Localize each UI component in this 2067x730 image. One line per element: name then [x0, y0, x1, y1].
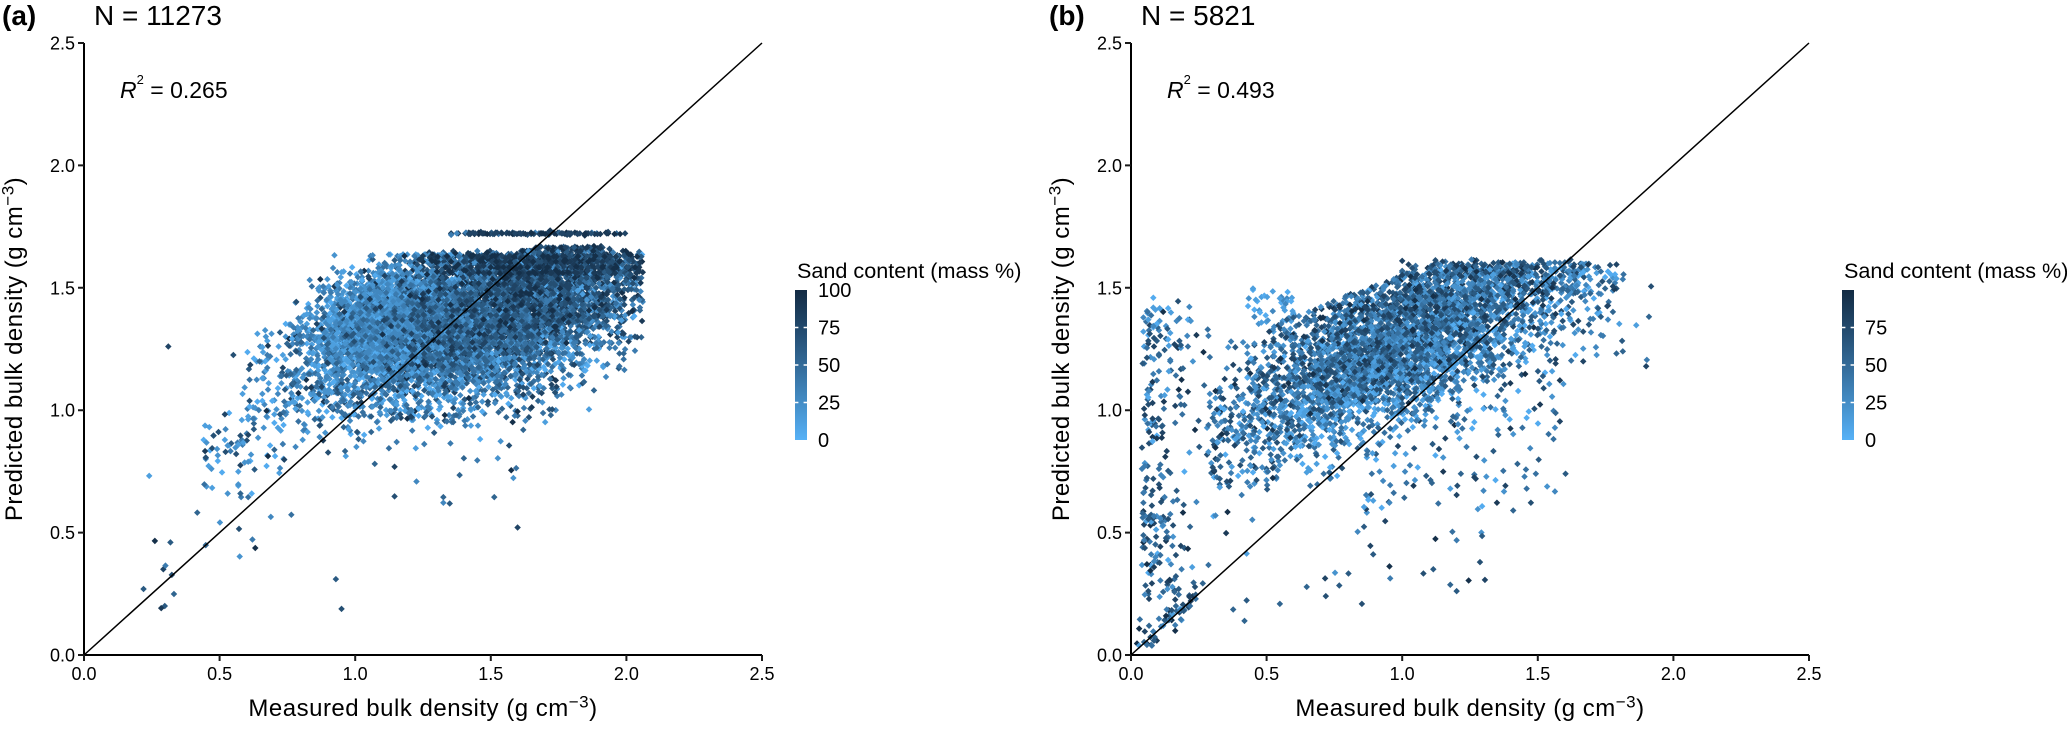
svg-text:Sand content (mass %): Sand content (mass %) — [797, 258, 1021, 283]
svg-text:100: 100 — [818, 280, 851, 302]
svg-text:1.5: 1.5 — [478, 664, 503, 684]
svg-text:Measured bulk density (g cm−3): Measured bulk density (g cm−3) — [248, 693, 597, 723]
svg-text:R2 = 0.265: R2 = 0.265 — [120, 72, 228, 103]
svg-text:N = 11273: N = 11273 — [94, 0, 222, 31]
svg-text:0.0: 0.0 — [50, 646, 75, 666]
svg-text:0.5: 0.5 — [1254, 664, 1279, 684]
svg-text:2.0: 2.0 — [50, 156, 75, 176]
svg-text:2.5: 2.5 — [1796, 664, 1821, 684]
svg-text:0.5: 0.5 — [1097, 523, 1122, 543]
svg-text:1.5: 1.5 — [50, 278, 75, 298]
svg-text:0: 0 — [818, 430, 829, 452]
svg-text:2.0: 2.0 — [614, 664, 639, 684]
svg-text:1.5: 1.5 — [1525, 664, 1550, 684]
svg-text:0.0: 0.0 — [1118, 664, 1143, 684]
svg-text:Measured bulk density (g cm−3): Measured bulk density (g cm−3) — [1295, 693, 1644, 723]
svg-text:0.5: 0.5 — [50, 523, 75, 543]
svg-text:2.0: 2.0 — [1097, 156, 1122, 176]
svg-text:0: 0 — [1865, 430, 1876, 452]
svg-text:Sand content (mass %): Sand content (mass %) — [1844, 258, 2067, 283]
svg-text:1.0: 1.0 — [1097, 401, 1122, 421]
svg-text:2.5: 2.5 — [50, 34, 75, 54]
svg-text:0.0: 0.0 — [1097, 646, 1122, 666]
svg-text:50: 50 — [818, 355, 840, 377]
svg-text:25: 25 — [1865, 393, 1887, 415]
svg-text:Predicted bulk density (g cm−3: Predicted bulk density (g cm−3) — [1046, 177, 1076, 521]
svg-text:(a): (a) — [2, 0, 36, 31]
svg-text:1.0: 1.0 — [343, 664, 368, 684]
svg-text:75: 75 — [818, 318, 840, 340]
svg-text:25: 25 — [818, 393, 840, 415]
svg-text:2.5: 2.5 — [1097, 34, 1122, 54]
svg-text:0.0: 0.0 — [71, 664, 96, 684]
svg-text:75: 75 — [1865, 318, 1887, 340]
svg-text:(b): (b) — [1049, 0, 1085, 31]
svg-text:1.0: 1.0 — [50, 401, 75, 421]
svg-text:50: 50 — [1865, 355, 1887, 377]
svg-text:2.5: 2.5 — [749, 664, 774, 684]
svg-text:R2 = 0.493: R2 = 0.493 — [1167, 72, 1275, 103]
svg-text:Predicted bulk density (g cm−3: Predicted bulk density (g cm−3) — [0, 177, 28, 521]
svg-text:1.0: 1.0 — [1390, 664, 1415, 684]
svg-text:2.0: 2.0 — [1661, 664, 1686, 684]
svg-text:N = 5821: N = 5821 — [1141, 0, 1255, 31]
svg-text:1.5: 1.5 — [1097, 278, 1122, 298]
svg-text:0.5: 0.5 — [207, 664, 232, 684]
